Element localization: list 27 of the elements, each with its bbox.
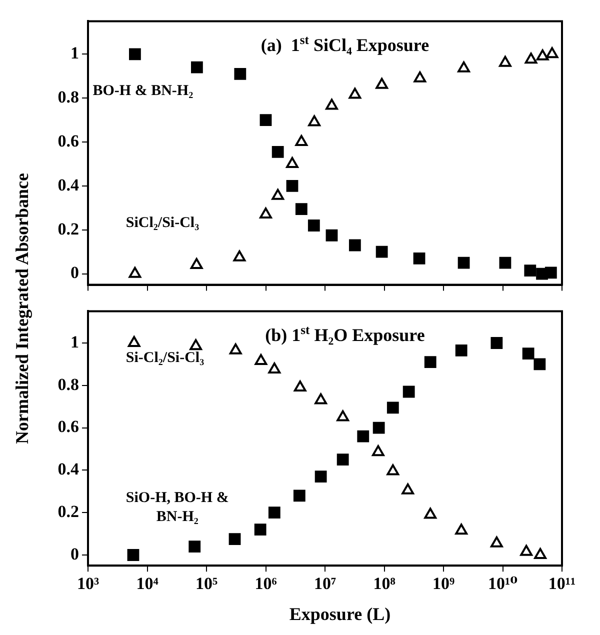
x-tick-label: 10⁹ <box>432 574 455 594</box>
y-tick-label: 1 <box>70 44 79 63</box>
y-tick-label: 0.6 <box>58 131 79 150</box>
x-tick-label: 10⁴ <box>136 574 158 594</box>
y-tick-label: 0.4 <box>58 460 80 479</box>
y-axis-title: Normalized Integrated Absorbance <box>12 172 32 444</box>
series-label: SiCl₂/Si-Cl₃ <box>126 214 200 231</box>
series-label: SiO-H, BO-H & BN-H₂ <box>126 490 229 525</box>
series-label: BO-H & BN-H₂ <box>92 83 194 100</box>
y-tick-label: 0.4 <box>58 175 80 194</box>
x-tick-label: 10³ <box>76 574 100 594</box>
y-tick-label: 0.8 <box>58 374 79 394</box>
y-tick-label: 0.2 <box>58 219 79 238</box>
y-tick-label: 0.8 <box>58 87 79 106</box>
y-tick-label: 0 <box>70 544 79 564</box>
x-tick-label: 10¹¹ <box>548 574 576 594</box>
x-tick-label: 10⁶ <box>254 574 277 594</box>
y-tick-label: 0 <box>70 263 79 282</box>
x-axis-title: Exposure (L) <box>288 604 392 625</box>
x-tick-label: 10⁵ <box>195 574 218 594</box>
x-tick-label: 10⁸ <box>373 574 396 594</box>
x-tick-label: 10⁷ <box>314 574 336 594</box>
x-tick-label: 10¹⁰ <box>488 574 518 594</box>
series-label: Si-Cl₂/Si-Cl₃ <box>126 350 205 366</box>
y-tick-label: 0.6 <box>58 417 79 436</box>
y-tick-label: 0.2 <box>58 502 79 521</box>
y-tick-label: 1 <box>70 332 79 352</box>
